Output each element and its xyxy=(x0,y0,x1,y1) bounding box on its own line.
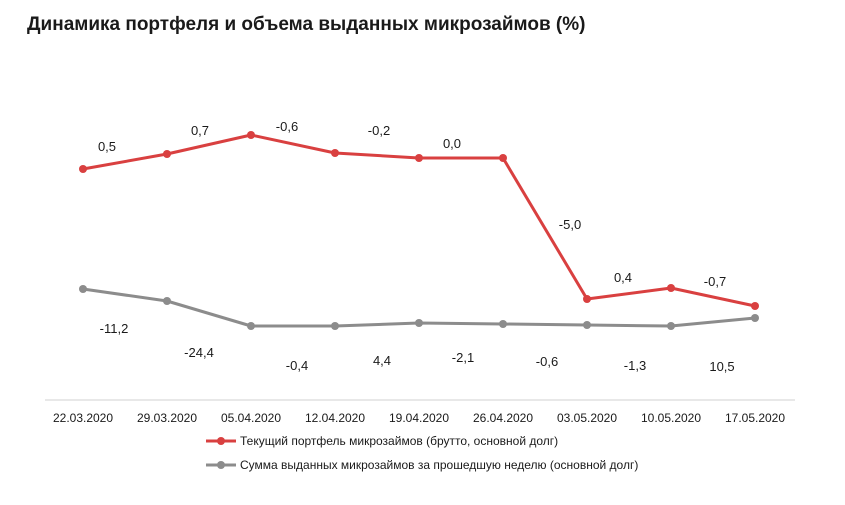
series-2-point xyxy=(667,322,675,330)
series-2-point xyxy=(331,322,339,330)
series-1-point xyxy=(667,284,675,292)
series-1-point xyxy=(79,165,87,173)
data-label: -1,3 xyxy=(624,358,646,373)
x-tick-label: 29.03.2020 xyxy=(137,411,197,425)
data-label: -0,6 xyxy=(536,354,558,369)
data-label: -2,1 xyxy=(452,350,474,365)
data-label: -5,0 xyxy=(559,217,581,232)
series-2-point xyxy=(247,322,255,330)
data-label: -11,2 xyxy=(100,321,129,336)
x-tick-label: 19.04.2020 xyxy=(389,411,449,425)
series-1-point xyxy=(499,154,507,162)
series-2-point xyxy=(751,314,759,322)
legend-swatch-marker xyxy=(217,437,225,445)
series-2-point xyxy=(583,321,591,329)
data-label: -0,7 xyxy=(704,274,726,289)
x-tick-label: 03.05.2020 xyxy=(557,411,617,425)
series-2-point xyxy=(163,297,171,305)
data-label: -24,4 xyxy=(184,345,214,360)
data-label: 0,7 xyxy=(191,123,209,138)
series-1-point xyxy=(415,154,423,162)
x-tick-label: 12.04.2020 xyxy=(305,411,365,425)
data-label: 0,5 xyxy=(98,139,116,154)
data-label: -0,4 xyxy=(286,358,308,373)
data-label: -0,2 xyxy=(368,123,390,138)
x-tick-label: 26.04.2020 xyxy=(473,411,533,425)
data-label: 0,0 xyxy=(443,136,461,151)
series-1-point xyxy=(751,302,759,310)
series-1-point xyxy=(331,149,339,157)
data-label: 4,4 xyxy=(373,353,391,368)
legend-entry-2: Сумма выданных микрозаймов за прошедшую … xyxy=(240,458,638,472)
series-2-point xyxy=(499,320,507,328)
data-label: -0,6 xyxy=(276,119,298,134)
series-1-point xyxy=(163,150,171,158)
chart-title: Динамика портфеля и объема выданных микр… xyxy=(27,14,586,35)
series-1-point xyxy=(247,131,255,139)
data-label: 10,5 xyxy=(709,359,734,374)
x-tick-label: 10.05.2020 xyxy=(641,411,701,425)
x-tick-label: 17.05.2020 xyxy=(725,411,785,425)
series-2-point xyxy=(79,285,87,293)
legend-entry-1: Текущий портфель микрозаймов (брутто, ос… xyxy=(240,434,558,448)
series-1-point xyxy=(583,295,591,303)
series-2-point xyxy=(415,319,423,327)
legend-swatch-marker xyxy=(217,461,225,469)
data-label: 0,4 xyxy=(614,270,632,285)
x-tick-label: 05.04.2020 xyxy=(221,411,281,425)
x-tick-label: 22.03.2020 xyxy=(53,411,113,425)
